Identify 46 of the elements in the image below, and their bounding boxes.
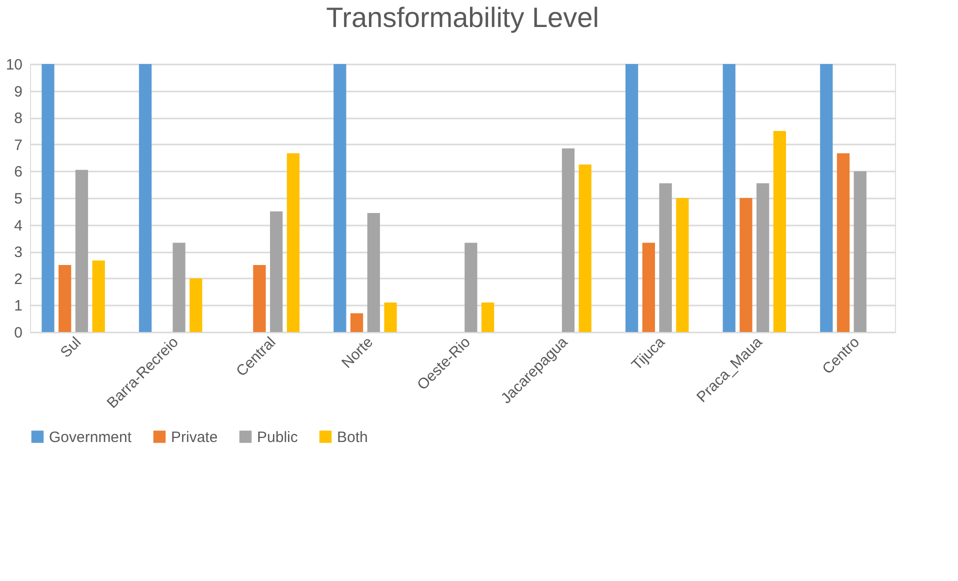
bar	[253, 265, 266, 332]
bar	[836, 153, 850, 332]
x-tick-label: Sul	[57, 334, 85, 362]
bar	[642, 242, 655, 332]
bar	[820, 64, 833, 332]
bar	[676, 198, 689, 332]
bar	[190, 278, 202, 332]
legend-label: Government	[49, 428, 132, 446]
y-tick-label: 3	[14, 244, 22, 262]
bar	[464, 242, 478, 332]
legend-label: Private	[171, 428, 218, 446]
bar	[367, 213, 380, 332]
bar	[270, 211, 283, 332]
y-tick-label: 6	[14, 164, 22, 181]
bar	[756, 183, 770, 332]
bar	[578, 164, 592, 332]
y-tick-label: 9	[14, 83, 22, 100]
bar	[740, 198, 752, 332]
y-tick-label: 2	[14, 270, 22, 288]
bar	[350, 313, 364, 332]
y-tick-label: 4	[14, 217, 22, 234]
y-tick-label: 5	[14, 190, 22, 208]
bar	[481, 302, 494, 332]
bar	[42, 64, 54, 332]
y-tick-label: 0	[14, 324, 22, 342]
bar	[286, 153, 300, 332]
bar	[334, 64, 346, 332]
bar	[562, 148, 575, 332]
y-tick-label: 1	[14, 298, 22, 315]
chart-title: Transformability Level	[326, 2, 599, 33]
bar	[92, 260, 105, 332]
bar	[138, 64, 152, 332]
y-tick-label: 10	[6, 56, 22, 74]
bar	[384, 302, 397, 332]
legend-label: Both	[337, 428, 368, 446]
bar	[58, 265, 72, 332]
legend-label: Public	[257, 428, 298, 446]
bar	[625, 64, 638, 332]
y-tick-label: 8	[14, 110, 22, 128]
bar	[773, 131, 786, 332]
bar	[722, 64, 736, 332]
y-tick-label: 7	[14, 136, 22, 154]
bar	[659, 183, 672, 332]
bar	[172, 242, 186, 332]
bar	[75, 170, 88, 332]
bar	[854, 171, 866, 332]
